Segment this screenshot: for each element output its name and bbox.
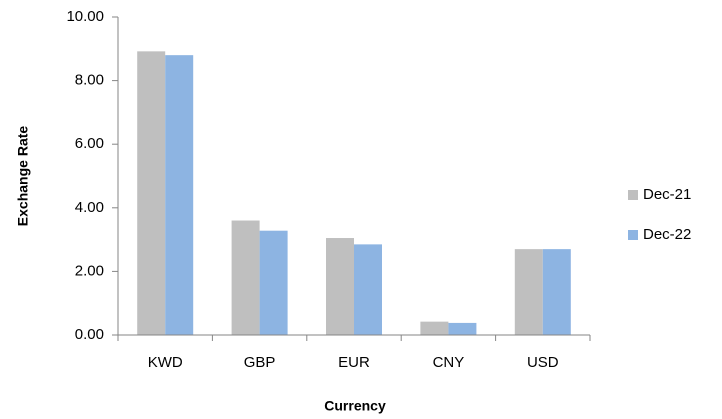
y-axis-title: Exchange Rate xyxy=(15,126,31,227)
legend-swatch xyxy=(628,230,638,240)
bar xyxy=(137,51,166,336)
bar xyxy=(259,230,288,335)
y-tick-label: 4.00 xyxy=(75,199,104,216)
bar xyxy=(448,322,477,335)
x-tick-label: KWD xyxy=(148,354,183,371)
bar xyxy=(165,55,194,335)
legend-swatch xyxy=(628,190,638,200)
bar xyxy=(326,238,354,335)
x-tick-label: USD xyxy=(527,354,559,371)
y-tick-label: 0.00 xyxy=(75,326,104,343)
bar xyxy=(420,321,449,335)
x-tick-label: EUR xyxy=(338,354,370,371)
bar xyxy=(354,244,382,335)
bar xyxy=(542,249,571,335)
x-tick-label: CNY xyxy=(433,354,465,371)
legend-label: Dec-21 xyxy=(643,186,691,203)
y-tick-label: 2.00 xyxy=(75,262,104,279)
x-tick-label: GBP xyxy=(244,354,276,371)
legend-label: Dec-22 xyxy=(643,226,691,243)
x-axis-title: Currency xyxy=(324,398,386,414)
bar xyxy=(231,220,260,335)
y-tick-label: 10.00 xyxy=(66,8,104,25)
y-tick-label: 6.00 xyxy=(75,135,104,152)
y-tick-label: 8.00 xyxy=(75,72,104,89)
bar xyxy=(514,249,543,335)
